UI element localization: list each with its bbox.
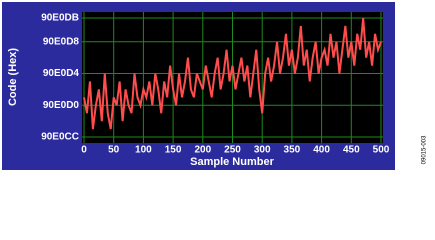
x-tick-label: 200 xyxy=(194,145,211,156)
x-tick-label: 100 xyxy=(135,145,152,156)
data-line xyxy=(83,17,382,130)
y-tick-label: 90E0CC xyxy=(41,132,79,143)
x-tick-label: 250 xyxy=(224,145,241,156)
x-tick-label: 400 xyxy=(313,145,330,156)
x-tick-label: 0 xyxy=(81,145,87,156)
x-tick-label: 50 xyxy=(108,145,120,156)
y-tick-label: 90E0D8 xyxy=(43,36,80,47)
x-tick-label: 450 xyxy=(343,145,360,156)
x-tick-label: 500 xyxy=(373,145,390,156)
y-tick-label: 90E0D4 xyxy=(43,68,80,79)
chart: Sample Number Code (Hex) 09015-003 90E0C… xyxy=(2,2,428,170)
x-axis-label: Sample Number xyxy=(190,156,274,168)
y-tick-label: 90E0DB xyxy=(41,13,79,24)
x-tick-label: 150 xyxy=(165,145,182,156)
figure-id: 09015-003 xyxy=(422,135,428,164)
x-tick-label: 350 xyxy=(284,145,301,156)
x-tick-label: 300 xyxy=(254,145,271,156)
y-axis-label: Code (Hex) xyxy=(7,48,19,106)
y-tick-label: 90E0D0 xyxy=(43,100,80,111)
